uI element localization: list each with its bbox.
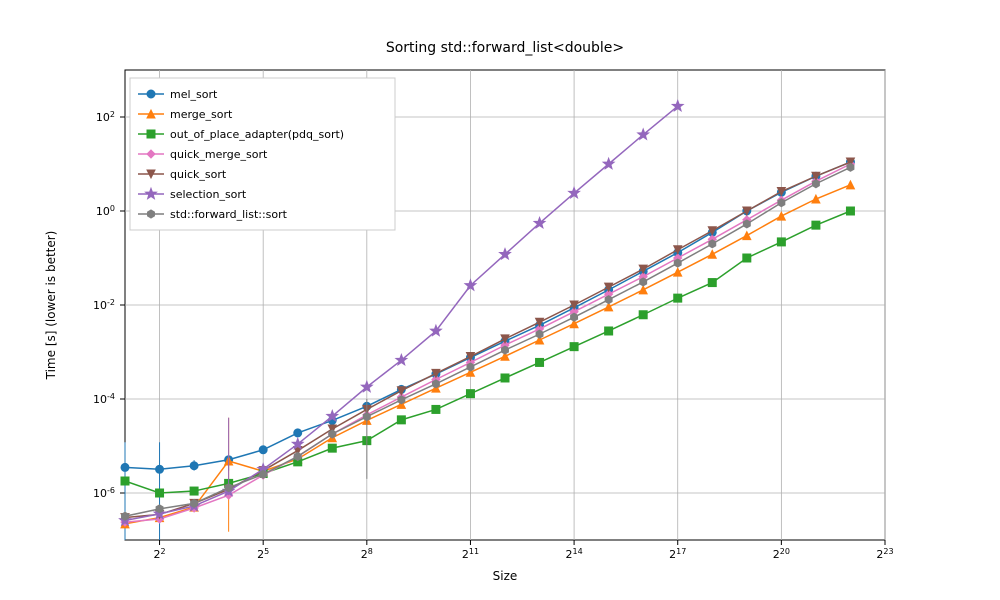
legend-label: quick_merge_sort <box>170 148 268 161</box>
y-tick-label: 10-2 <box>93 298 115 313</box>
y-tick-label: 10-4 <box>93 392 115 407</box>
legend-label: std::forward_list::sort <box>170 208 288 221</box>
x-tick-label: 223 <box>876 547 893 562</box>
x-tick-label: 22 <box>153 547 165 562</box>
legend-label: out_of_place_adapter(pdq_sort) <box>170 128 344 141</box>
x-tick-label: 220 <box>773 547 790 562</box>
y-tick-label: 100 <box>96 204 115 219</box>
x-tick-label: 214 <box>565 547 582 562</box>
x-tick-label: 28 <box>361 547 373 562</box>
chart-container: 22 25 28 211 214 217 220 223 10-6 10-4 10-2 100 102 S… <box>0 0 1000 600</box>
legend-label: quick_sort <box>170 168 227 181</box>
series-out_of_place_adapter(pdq_sort) <box>121 207 854 497</box>
legend-label: selection_sort <box>170 188 247 201</box>
chart-svg: 22 25 28 211 214 217 220 223 10-6 10-4 10-2 100 102 S… <box>0 0 1000 600</box>
x-tick-label: 25 <box>257 547 269 562</box>
y-axis-label: Time [s] (lower is better) <box>44 231 58 381</box>
legend: mel_sort merge_sort out_of_place_adapter(p… <box>130 78 395 230</box>
legend-label: merge_sort <box>170 108 233 121</box>
chart-title: Sorting std::forward_list<double> <box>386 40 624 56</box>
x-tick-label: 211 <box>462 547 479 562</box>
y-tick-label: 10-6 <box>93 486 115 501</box>
series-line <box>125 211 850 493</box>
y-tick-label: 102 <box>96 110 115 125</box>
x-tick-label: 217 <box>669 547 686 562</box>
legend-label: mel_sort <box>170 88 218 101</box>
x-axis-label: Size <box>493 569 518 583</box>
